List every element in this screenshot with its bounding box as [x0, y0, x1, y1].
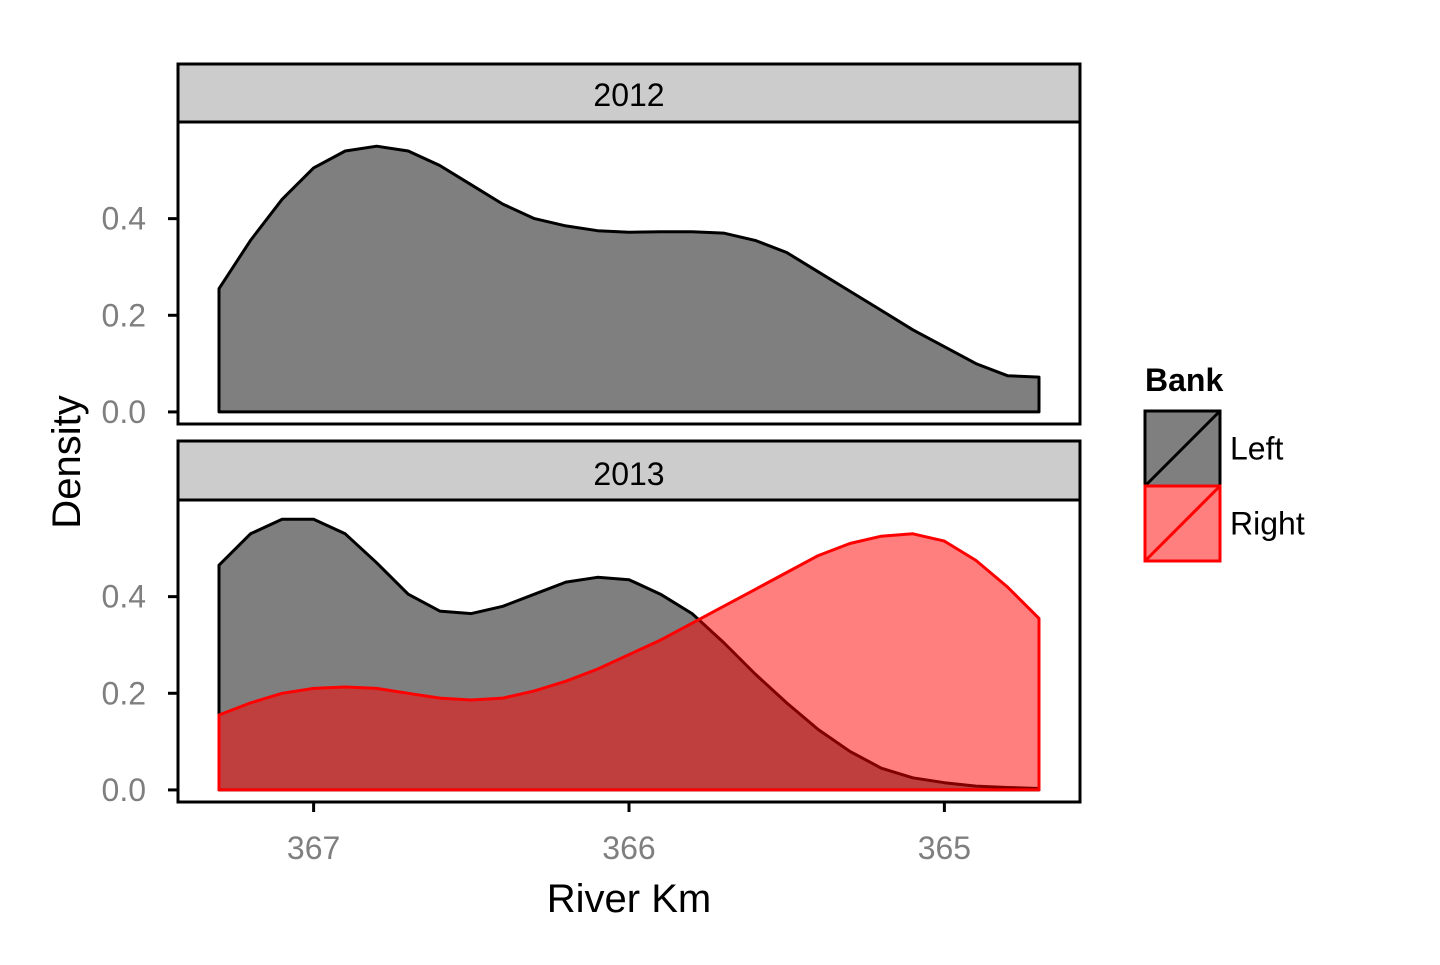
y-tick-label: 0.4 — [102, 201, 146, 237]
y-tick-label: 0.0 — [102, 772, 146, 808]
legend: Bank Left Right — [1143, 362, 1305, 563]
x-axis-title: River Km — [547, 877, 711, 921]
legend-label-left: Left — [1230, 431, 1283, 467]
panel-2013: 2013 0.0 0.2 0.4 — [102, 439, 1082, 808]
strip-label-2013: 2013 — [593, 456, 664, 492]
density-area-2013-right — [217, 532, 1041, 792]
x-axis: 367 366 365 — [287, 802, 971, 866]
y-axis-title: Density — [45, 395, 89, 528]
y-axis-2013: 0.0 0.2 0.4 — [102, 579, 178, 808]
legend-label-right: Right — [1230, 506, 1305, 542]
x-tick-label: 367 — [287, 830, 340, 866]
y-axis-2012: 0.0 0.2 0.4 — [102, 201, 178, 430]
density-area-2012-left — [217, 144, 1041, 414]
legend-item-right: Right — [1143, 484, 1305, 563]
y-tick-label: 0.2 — [102, 675, 146, 711]
legend-key-diagonal — [1143, 484, 1222, 563]
legend-item-left: Left — [1143, 409, 1283, 488]
x-tick-label: 365 — [918, 830, 971, 866]
legend-entries: Left Right — [1143, 409, 1305, 563]
strip-background-2012 — [176, 62, 1082, 124]
plot-border-2012 — [176, 120, 1082, 426]
y-tick-label: 0.2 — [102, 297, 146, 333]
legend-title: Bank — [1145, 362, 1223, 398]
series-layer-2013 — [217, 517, 1041, 792]
legend-key-diagonal — [1143, 409, 1222, 488]
panel-2012: 2012 0.0 0.2 0.4 — [102, 62, 1082, 430]
y-tick-label: 0.4 — [102, 579, 146, 615]
strip-label-2012: 2012 — [593, 77, 664, 113]
series-layer-2012 — [217, 144, 1041, 414]
x-tick-label: 366 — [602, 830, 655, 866]
y-tick-label: 0.0 — [102, 394, 146, 430]
